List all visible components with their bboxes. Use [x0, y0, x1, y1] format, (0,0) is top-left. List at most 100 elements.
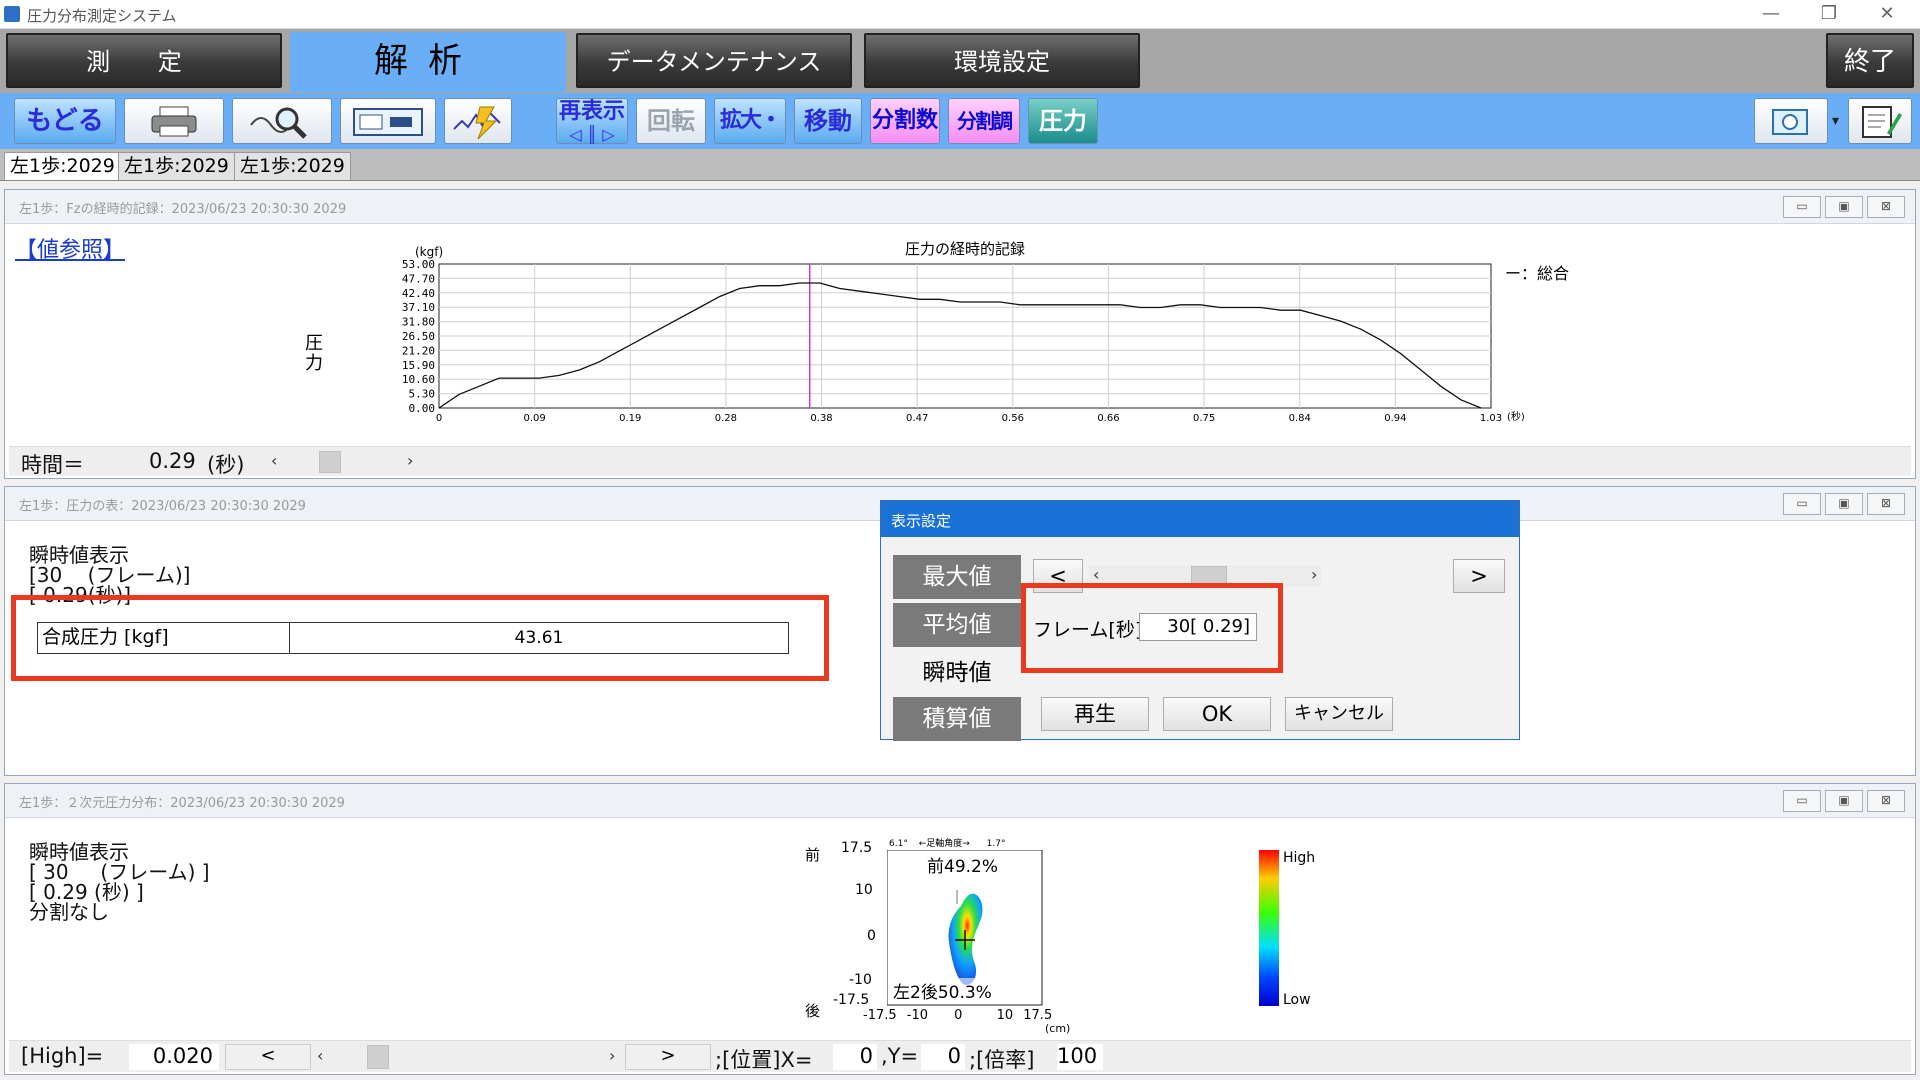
division-info: 分割なし [29, 900, 109, 924]
x-tick-label: 0 [436, 413, 442, 424]
panel3-minimize-button[interactable]: ▭ [1783, 790, 1821, 812]
dist-frame-info: [ 30 (フレーム) ] [29, 860, 210, 884]
notes-button[interactable] [1848, 98, 1912, 144]
record-tab-3[interactable]: 左1歩:2029 [234, 152, 351, 180]
pressure-button[interactable]: 圧力 [1028, 98, 1098, 144]
distribution-panel: 左1歩：２次元圧力分布：2023/06/23 20:30:30 2029 ▭ ▣… [4, 783, 1916, 1075]
frame-scroll-left[interactable]: ‹ [1093, 565, 1100, 584]
position-y-field[interactable]: 0 [921, 1044, 965, 1070]
print-button[interactable] [124, 98, 224, 144]
panel1-close-button[interactable]: ⊠ [1867, 196, 1905, 218]
app-icon [4, 6, 20, 22]
panel2-close-button[interactable]: ⊠ [1867, 493, 1905, 515]
panel1-minimize-button[interactable]: ▭ [1783, 196, 1821, 218]
x-tick-label: 1.03 [1480, 413, 1502, 424]
y-tick-label: 42.40 [402, 287, 435, 300]
panel2-minimize-button[interactable]: ▭ [1783, 493, 1821, 515]
y-tick-label: 5.30 [409, 388, 436, 401]
position-label: ;[位置]X= [715, 1048, 813, 1072]
capture-dropdown-icon[interactable]: ▾ [1832, 113, 1840, 129]
close-button[interactable]: ✕ [1879, 3, 1895, 24]
front-label: 前 [805, 846, 821, 864]
tab-measure[interactable]: 測 定 [6, 33, 282, 88]
frame-value-field[interactable]: 30[ 0.29] [1139, 613, 1257, 641]
distribution-header: 左1歩：２次元圧力分布：2023/06/23 20:30:30 2029 ▭ ▣… [5, 784, 1915, 818]
ok-button[interactable]: OK [1163, 697, 1271, 731]
search-view-button[interactable] [232, 98, 332, 144]
y-tick-label: 31.80 [402, 316, 435, 329]
average-value-option[interactable]: 平均値 [893, 603, 1021, 647]
record-tab-2[interactable]: 左1歩:2029 [118, 152, 235, 180]
cancel-button[interactable]: キャンセル [1285, 697, 1393, 731]
graph-button[interactable] [444, 98, 512, 144]
dist-seconds-info: [ 0.29 (秒) ] [29, 880, 144, 904]
play-button[interactable]: 再生 [1041, 697, 1149, 731]
zoom-button[interactable]: 拡大・縮小 [714, 98, 786, 177]
high-decrease-button[interactable]: < [225, 1044, 311, 1070]
x-tick-label: 0.66 [1097, 413, 1119, 424]
panel2-restore-button[interactable]: ▣ [1825, 493, 1863, 515]
minimize-button[interactable]: — [1762, 3, 1780, 24]
record-tab-1[interactable]: 左1歩:2029 [4, 152, 121, 180]
tab-data-maintenance[interactable]: データメンテナンス [576, 33, 852, 88]
cumulative-value-option[interactable]: 積算値 [893, 697, 1021, 741]
y-tick-label: 47.70 [402, 272, 435, 285]
time-scroll-right[interactable]: › [407, 451, 414, 470]
max-value-option[interactable]: 最大値 [893, 555, 1021, 599]
view-button[interactable] [340, 98, 436, 144]
time-record-panel: 左1歩：Fzの経時的記録：2023/06/23 20:30:30 2029 ▭ … [4, 189, 1916, 479]
time-scroll-left[interactable]: ‹ [271, 451, 278, 470]
x-tick-label: 0.47 [906, 413, 928, 424]
x-tick-label: 0.56 [1002, 413, 1024, 424]
time-label: 時間＝ [21, 453, 84, 477]
divisions-button[interactable]: 分割数 [870, 98, 940, 144]
x-tick-10: 10 [996, 1008, 1014, 1023]
position-x-field[interactable]: 0 [833, 1044, 877, 1070]
redisplay-button[interactable]: 再表示 ◁ ║ ▷ [556, 98, 628, 144]
value-reference-link[interactable]: 【値参照】 [15, 238, 126, 263]
frame-next-button[interactable]: > [1453, 559, 1505, 593]
frame-info: [30 (フレーム)] [29, 563, 191, 587]
dialog-header: 表示設定 [881, 501, 1519, 537]
rotate-button[interactable]: 回転 [636, 98, 706, 144]
magnification-label: ;[倍率] [969, 1048, 1035, 1072]
exit-button[interactable]: 終了 [1826, 33, 1914, 88]
high-increase-button[interactable]: > [625, 1044, 711, 1070]
color-scale-bar [1259, 850, 1279, 1006]
x-tick-label: 0.84 [1289, 413, 1311, 424]
x-tick-label: 0.38 [810, 413, 832, 424]
capture-button[interactable] [1754, 98, 1828, 144]
color-scale-high: High [1283, 850, 1316, 866]
high-scroll-thumb[interactable] [367, 1045, 389, 1069]
restore-button[interactable]: ❐ [1820, 3, 1838, 24]
panel3-restore-button[interactable]: ▣ [1825, 790, 1863, 812]
magnification-field[interactable]: 100 [1057, 1044, 1103, 1070]
y-unit-label: (kgf) [415, 245, 443, 259]
tab-settings[interactable]: 環境設定 [864, 33, 1140, 88]
frame-scroll-right[interactable]: › [1311, 565, 1318, 584]
frame-scrollbar[interactable]: ‹ › [1089, 565, 1321, 587]
y-tick-m10: -10 [849, 972, 872, 988]
x-tick-label: 0.19 [619, 413, 641, 424]
panel3-close-button[interactable]: ⊠ [1867, 790, 1905, 812]
panel1-restore-button[interactable]: ▣ [1825, 196, 1863, 218]
distribution-title: 左1歩：２次元圧力分布：2023/06/23 20:30:30 2029 [19, 796, 345, 811]
notepad-icon [1862, 106, 1902, 138]
high-scroll-left[interactable]: ‹ [317, 1046, 324, 1065]
chart-legend: ー：総合 [1505, 264, 1570, 283]
back-button[interactable]: もどる [14, 98, 116, 144]
y-tick-label: 0.00 [409, 402, 436, 415]
time-scroll-thumb[interactable] [319, 451, 341, 473]
window-title: 圧力分布測定システム [27, 7, 177, 25]
tab-analysis[interactable]: 解析 [290, 32, 566, 92]
x-ticks: -17.5 -10 0 10 17.5 [863, 1008, 1093, 1023]
division-adjust-button[interactable]: 分割調整 [948, 98, 1020, 177]
instant-display-label: 瞬時値表示 [29, 543, 129, 567]
y-tick-label: 21.20 [402, 344, 435, 357]
y-tick-m17: -17.5 [833, 992, 870, 1008]
high-scroll-right[interactable]: › [609, 1046, 616, 1065]
move-button[interactable]: 移動 [794, 98, 862, 144]
instant-value-option[interactable]: 瞬時値 [922, 660, 992, 686]
high-value-field[interactable]: 0.020 [129, 1044, 219, 1070]
